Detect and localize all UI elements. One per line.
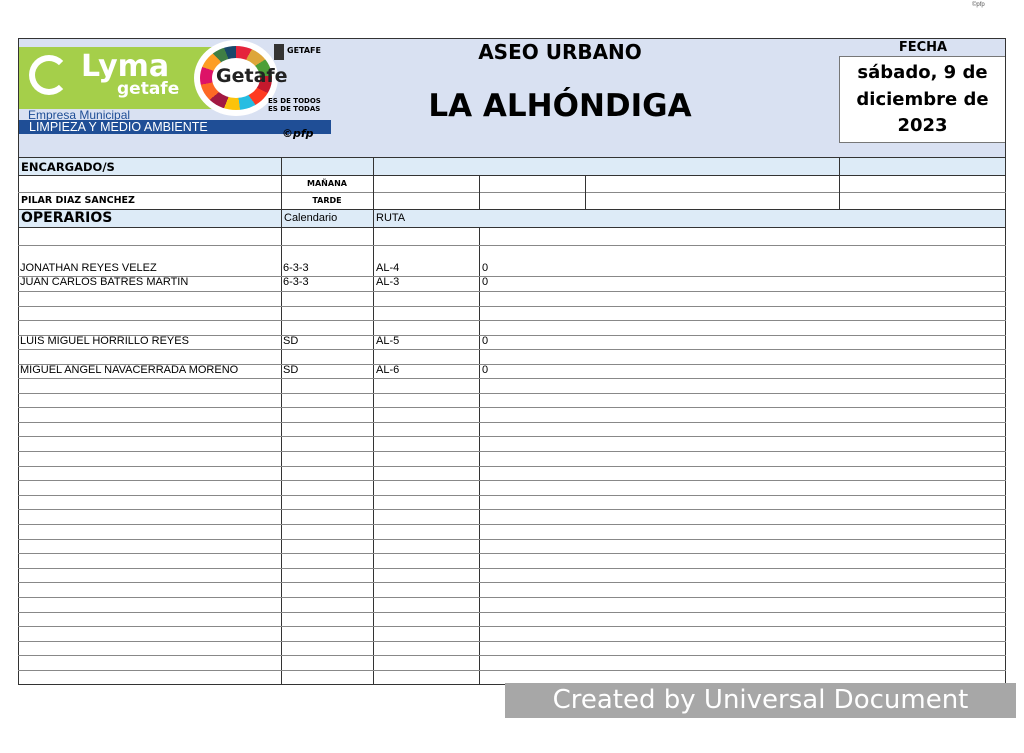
grid-line [18,509,1006,510]
grid-line [18,641,1006,642]
grid-line [18,539,1006,540]
fecha-line: sábado, 9 de [857,62,988,83]
grid-line [18,626,1006,627]
swirl-icon [29,55,69,95]
operario-name: JONATHAN REYES VELEZ [20,262,157,274]
empresa-text: Empresa Municipal [28,108,131,122]
crest-icon [274,44,284,60]
operario-name: JUAN CARLOS BATRES MARTIN [20,276,189,288]
grid-line [18,209,1006,210]
getafe-word: Getafe [216,65,288,87]
grid-line [18,480,1006,481]
logo-brand-sub: getafe [117,79,180,99]
operario-ruta: AL-6 [376,364,400,376]
ruta-header: RUTA [376,212,406,224]
fecha-value: sábado, 9 de diciembre de 2023 [839,56,1006,143]
page-title: ASEO URBANO [478,40,642,64]
grid-line [18,495,1006,496]
tarde-label: TARDE [312,196,342,205]
grid-line [18,175,1006,176]
grid-line [18,157,1006,158]
fecha-line: diciembre de [856,88,989,110]
grid-line [839,157,840,209]
grid-line [18,364,1006,365]
operario-value: 0 [482,262,489,274]
sheet-grid [18,38,1006,685]
grid-line [18,466,1006,467]
operario-name: LUIS MIGUEL HORRILLO REYES [20,335,189,347]
logo-brand: Lyma [81,49,170,84]
grid-line [479,175,480,209]
grid-line [18,306,1006,307]
grid-line [18,393,1006,394]
sdg-ring-logo: Getafe [194,40,288,116]
operario-value: 0 [482,364,489,376]
grid-line [18,349,1006,350]
grid-line [18,335,1006,336]
corner-copyright: ©pfp [972,2,985,8]
operario-ruta: AL-5 [376,335,400,347]
encargados-label: ENCARGADO/S [21,160,115,174]
tarde-encargado-name: PILAR DIAZ SANCHEZ [21,195,135,206]
ayto-label: GETAFE [287,46,321,55]
grid-line [18,320,1006,321]
operario-value: 0 [482,276,489,288]
location-title: LA ALHÓNDIGA [428,88,692,124]
slogan-1: ES DE TODOS [268,97,321,105]
manana-label: MAÑANA [307,179,347,188]
operario-value: 0 [482,335,489,347]
grid-line [18,378,1006,379]
grid-line [18,553,1006,554]
calendario-header: Calendario [284,212,338,224]
watermark: Created by Universal Document Converter [505,683,1016,750]
operarios-label: OPERARIOS [21,210,113,226]
operario-ruta: AL-4 [376,262,400,274]
grid-line [18,245,1006,246]
operario-calendario: 6-3-3 [283,276,309,288]
operario-calendario: SD [283,335,299,347]
operario-ruta: AL-3 [376,276,400,288]
operario-calendario: 6-3-3 [283,262,309,274]
operario-name: MIGUEL ANGEL NAVACERRADA MORENO [20,364,239,376]
grid-line [18,670,1006,671]
grid-line [18,227,1006,228]
grid-line [18,422,1006,423]
operario-calendario: SD [283,364,299,376]
grid-line [18,291,1006,292]
grid-line [18,612,1006,613]
slogan-2: ES DE TODAS [268,105,321,113]
encargado-band [19,158,1005,175]
grid-line [18,276,1006,277]
fecha-line: 2023 [897,115,948,136]
grid-line [479,227,480,685]
grid-line [18,192,1006,193]
grid-line [18,655,1006,656]
grid-line [18,451,1006,452]
fecha-label: FECHA [898,40,948,55]
grid-line [18,582,1006,583]
grid-line [373,157,374,685]
grid-line [585,175,586,209]
grid-line [18,597,1006,598]
grid-line [281,157,282,685]
lyma-logo: Lyma getafe [19,47,219,109]
grid-line [18,436,1006,437]
operarios-band [19,210,1005,227]
grid-line [18,407,1006,408]
logo-copyright: ©pfp [282,127,314,140]
tagline-bar: LIMPIEZA Y MEDIO AMBIENTE [19,120,331,134]
grid-line [18,568,1006,569]
grid-line [18,524,1006,525]
